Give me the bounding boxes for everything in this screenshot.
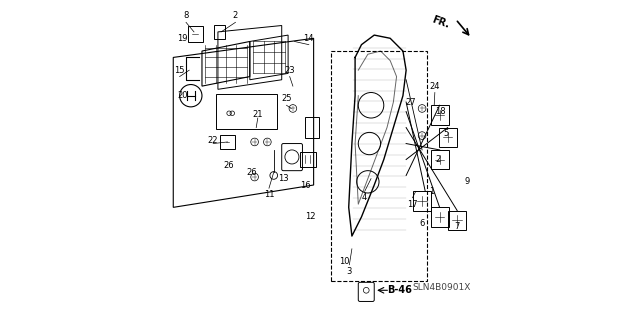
Text: 7: 7	[454, 222, 460, 231]
Text: 26: 26	[246, 168, 257, 177]
Text: 27: 27	[405, 98, 415, 107]
Text: 4: 4	[362, 193, 367, 202]
Text: B-46: B-46	[387, 285, 412, 295]
Text: 17: 17	[407, 200, 418, 209]
Text: 14: 14	[303, 34, 314, 43]
Text: 13: 13	[278, 174, 289, 183]
Text: 5: 5	[444, 130, 449, 138]
Text: 19: 19	[177, 34, 188, 43]
Text: 21: 21	[253, 110, 263, 119]
Text: 2: 2	[233, 11, 238, 20]
Text: FR.: FR.	[431, 15, 451, 30]
Text: 2: 2	[435, 155, 441, 164]
Text: SLN4B0901X: SLN4B0901X	[412, 283, 470, 292]
Text: 16: 16	[300, 181, 311, 189]
Text: 12: 12	[305, 212, 316, 221]
Text: 6: 6	[419, 219, 425, 228]
Text: 20: 20	[177, 91, 188, 100]
Text: 26: 26	[224, 161, 234, 170]
Text: 24: 24	[429, 82, 440, 91]
Text: 10: 10	[339, 257, 349, 266]
Text: 25: 25	[281, 94, 292, 103]
Text: 8: 8	[183, 11, 189, 20]
Text: 9: 9	[464, 177, 469, 186]
Text: 23: 23	[284, 66, 295, 75]
Text: 11: 11	[264, 190, 274, 199]
Text: 22: 22	[208, 136, 218, 145]
Text: 1: 1	[429, 187, 435, 196]
Text: 3: 3	[347, 267, 352, 276]
Text: 18: 18	[435, 107, 446, 116]
Text: 15: 15	[174, 66, 185, 75]
